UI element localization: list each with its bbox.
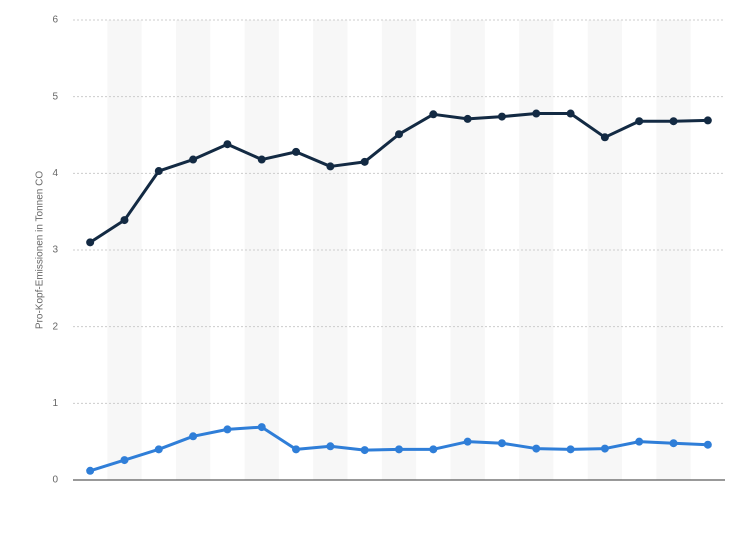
point: [189, 155, 198, 164]
point: [429, 445, 438, 454]
point: [292, 147, 301, 156]
y-tick-label: 1: [52, 398, 58, 409]
y-tick-label: 2: [52, 321, 58, 332]
point: [566, 109, 575, 118]
point: [189, 432, 198, 441]
point: [223, 425, 232, 434]
point: [86, 238, 95, 247]
point: [223, 140, 232, 149]
point: [600, 444, 609, 453]
point: [635, 117, 644, 126]
y-tick-label: 5: [52, 91, 58, 102]
point: [566, 445, 575, 454]
point: [463, 437, 472, 446]
point: [395, 445, 403, 454]
point: [497, 112, 506, 121]
point: [360, 446, 369, 455]
column-stripe: [107, 20, 142, 480]
point: [463, 114, 472, 123]
column-stripe: [519, 20, 554, 480]
point: [120, 456, 129, 465]
point: [326, 442, 335, 451]
point: [703, 116, 712, 125]
point: [703, 440, 712, 449]
point: [669, 439, 678, 448]
column-stripe: [587, 20, 623, 480]
point: [326, 162, 335, 171]
point: [669, 117, 678, 126]
y-axis-label: Pro-Kopf-Emissionen in Tonnen CO: [35, 171, 46, 329]
y-tick-label: 3: [52, 245, 58, 256]
y-tick-label: 6: [52, 15, 58, 26]
point: [360, 157, 369, 166]
point: [497, 439, 506, 448]
point: [600, 133, 609, 142]
point: [429, 110, 438, 119]
point: [635, 437, 644, 446]
point: [86, 466, 95, 475]
point: [395, 130, 403, 139]
point: [257, 423, 266, 432]
column-stripe: [450, 20, 485, 480]
point: [120, 216, 129, 225]
point: [532, 109, 541, 118]
point: [532, 444, 541, 453]
point: [154, 167, 163, 176]
point: [257, 155, 266, 164]
point: [292, 445, 301, 454]
y-tick-label: 4: [52, 168, 58, 179]
point: [154, 445, 163, 454]
y-tick-label: 0: [52, 475, 58, 486]
